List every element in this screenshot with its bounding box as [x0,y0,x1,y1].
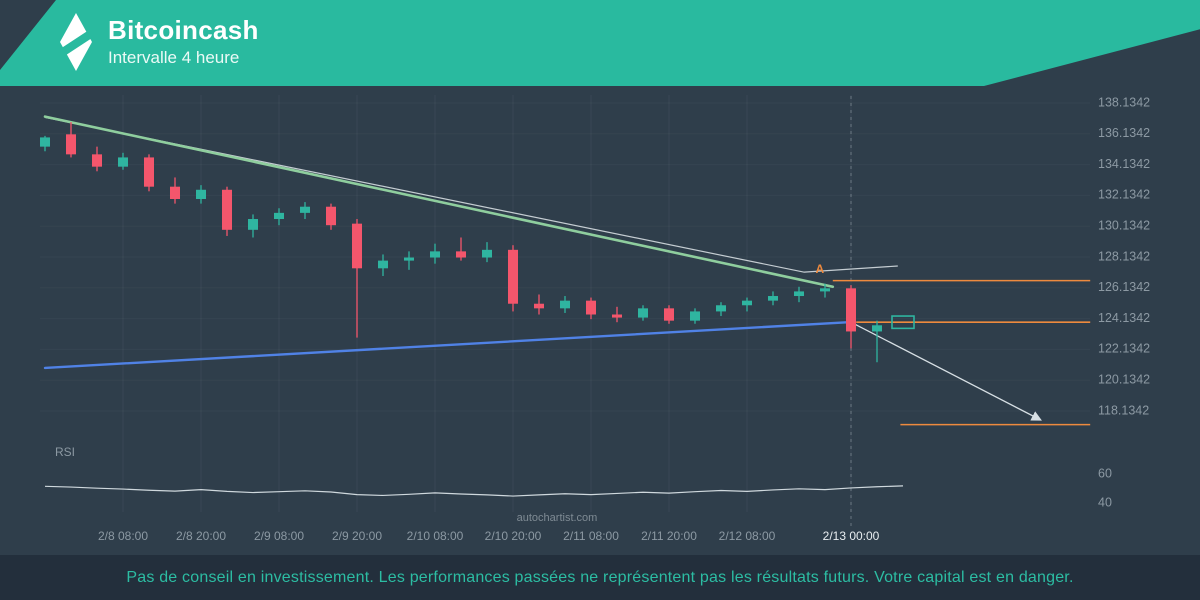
price-axis-label: 132.1342 [1098,188,1150,202]
candle-body [768,296,778,301]
price-axis-label: 118.1342 [1098,403,1149,417]
price-axis-label: 128.1342 [1098,249,1150,263]
rsi-axis-label: 40 [1098,495,1112,509]
disclaimer-text: Pas de conseil en investissement. Les pe… [126,568,1074,586]
candle-body [742,300,752,306]
candle-body [482,249,492,258]
x-axis-label: 2/11 20:00 [641,529,697,543]
candle-body [690,311,700,321]
rsi-panel-label: RSI [55,445,75,459]
rsi-axis-label: 60 [1098,466,1112,480]
price-axis-label: 124.1342 [1098,311,1150,325]
x-axis-label: 2/8 08:00 [98,529,148,543]
candle-body [872,325,882,332]
x-axis-label: 2/9 08:00 [254,529,304,543]
pattern-upper-boundary [44,116,898,273]
candle-body [664,308,674,321]
candle-body [378,260,388,269]
candle-body [846,288,856,332]
pattern-label-a: A [815,262,824,276]
price-axis-label: 134.1342 [1098,157,1150,171]
x-axis-label: 2/12 08:00 [719,529,776,543]
candle-body [66,134,76,155]
x-axis-label: 2/9 20:00 [332,529,382,543]
candle-body [404,257,414,261]
candle-body [638,308,648,318]
candle-body [612,314,622,318]
candle-body [820,288,830,292]
x-axis-label-active: 2/13 00:00 [823,529,880,543]
interval-subtitle: Intervalle 4 heure [108,48,240,67]
candle-body [300,206,310,213]
rsi-line [44,485,904,497]
candle-body [326,206,336,226]
forecast-candle-outline [891,315,915,330]
watermark-text: autochartist.com [517,512,598,524]
candle-body [456,251,466,258]
trendline-support [43,320,853,370]
price-axis-label: 120.1342 [1098,372,1150,386]
price-axis-label: 136.1342 [1098,126,1150,140]
candle-body [508,249,518,304]
candle-body [196,189,206,200]
candle-body [274,212,284,220]
candle-body [170,186,180,200]
footer-disclaimer: Pas de conseil en investissement. Les pe… [0,555,1200,600]
price-axis-label: 130.1342 [1098,218,1150,232]
candle-body [794,291,804,297]
candle-body [248,219,258,230]
instrument-title: Bitcoincash [108,15,259,45]
candle-body [118,157,128,167]
candle-body [144,157,154,187]
candle-body [40,137,50,147]
candle-body [92,154,102,167]
candle-body [352,223,362,269]
price-axis-label: 138.1342 [1098,95,1150,109]
price-axis-label: 126.1342 [1098,280,1150,294]
banner-teal-ribbon [0,0,1200,86]
candle-body [560,300,570,309]
price-axis-label: 122.1342 [1098,342,1150,356]
candle-body [716,305,726,312]
trendline-resistance [43,115,835,289]
x-axis-label: 2/8 20:00 [176,529,226,543]
x-axis-label: 2/11 08:00 [563,529,619,543]
logo-icon [60,13,92,71]
x-axis-label: 2/10 20:00 [485,529,542,543]
forecast-arrow [850,321,1042,421]
x-axis-label: 2/10 08:00 [407,529,464,543]
candle-body [222,189,232,230]
header-banner: Bitcoincash Intervalle 4 heure [0,0,1200,86]
candle-body [430,251,440,258]
candle-body [534,303,544,309]
candle-body [586,300,596,315]
